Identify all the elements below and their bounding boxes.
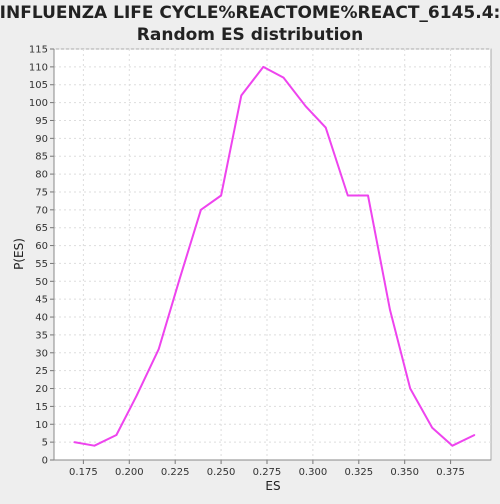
chart-title-line-2: Random ES distribution	[137, 25, 363, 45]
y-tick-label: 65	[35, 223, 48, 234]
series-lines	[73, 65, 476, 447]
y-tick-label: 115	[29, 45, 48, 56]
y-tick-label: 15	[35, 402, 48, 413]
y-tick-label: 55	[35, 259, 48, 270]
y-tick-label: 85	[35, 152, 48, 163]
y-tick-label: 45	[35, 295, 48, 306]
data-point	[324, 126, 327, 129]
y-tick-label: 100	[29, 98, 48, 109]
tick-labels: 0 5 10 15 20 25 30 35 40 45 50 55 60 65 70 75 80 85 90 95 10…	[29, 45, 465, 479]
y-tick-label: 95	[35, 116, 48, 127]
data-point	[346, 194, 349, 197]
x-axis-label: ES	[265, 479, 280, 493]
data-point	[304, 105, 307, 107]
x-tick-label: 0.175	[69, 467, 98, 478]
data-point	[473, 434, 476, 436]
data-point	[431, 427, 434, 429]
data-point	[220, 194, 222, 197]
data-point	[200, 209, 202, 211]
x-tick-label: 0.375	[436, 467, 465, 478]
data-point	[389, 309, 391, 311]
data-point	[367, 194, 369, 197]
x-tick-label: 0.275	[253, 467, 282, 478]
y-tick-label: 0	[42, 456, 48, 467]
y-tick-label: 50	[35, 277, 48, 288]
y-tick-label: 70	[35, 205, 48, 216]
y-tick-label: 105	[29, 80, 48, 91]
y-tick-label: 40	[35, 313, 48, 324]
y-tick-label: 20	[35, 384, 48, 395]
y-tick-label: 10	[35, 420, 48, 431]
data-point	[93, 444, 96, 447]
data-point	[240, 94, 243, 97]
y-tick-label: 60	[35, 241, 48, 252]
y-tick-label: 80	[35, 170, 48, 181]
x-tick-label: 0.350	[390, 467, 419, 478]
x-tick-label: 0.250	[207, 467, 236, 478]
y-tick-label: 30	[35, 348, 48, 359]
y-tick-label: 5	[42, 438, 48, 449]
data-point	[178, 280, 180, 283]
data-point	[262, 66, 265, 68]
chart-title-line-1: INFLUENZA LIFE CYCLE%REACTOME%REACT_6145…	[0, 3, 500, 23]
series-line	[74, 65, 475, 447]
axes	[50, 48, 491, 464]
x-tick-label: 0.225	[161, 467, 190, 478]
plot-area	[53, 48, 492, 461]
y-axis-label: P(ES)	[12, 238, 26, 270]
data-point	[282, 76, 285, 79]
y-tick-label: 35	[35, 330, 48, 341]
data-point	[451, 444, 454, 447]
data-point	[115, 434, 118, 436]
y-tick-label: 75	[35, 187, 48, 198]
data-point	[135, 394, 138, 397]
y-tick-label: 25	[35, 366, 48, 377]
data-point	[409, 387, 412, 390]
x-tick-label: 0.325	[344, 467, 373, 478]
grid-lines	[54, 48, 491, 460]
data-point	[157, 348, 160, 351]
data-point	[73, 441, 75, 443]
x-tick-label: 0.300	[299, 467, 328, 478]
x-tick-label: 0.200	[115, 467, 144, 478]
y-tick-label: 90	[35, 134, 48, 145]
y-tick-label: 110	[29, 62, 48, 73]
